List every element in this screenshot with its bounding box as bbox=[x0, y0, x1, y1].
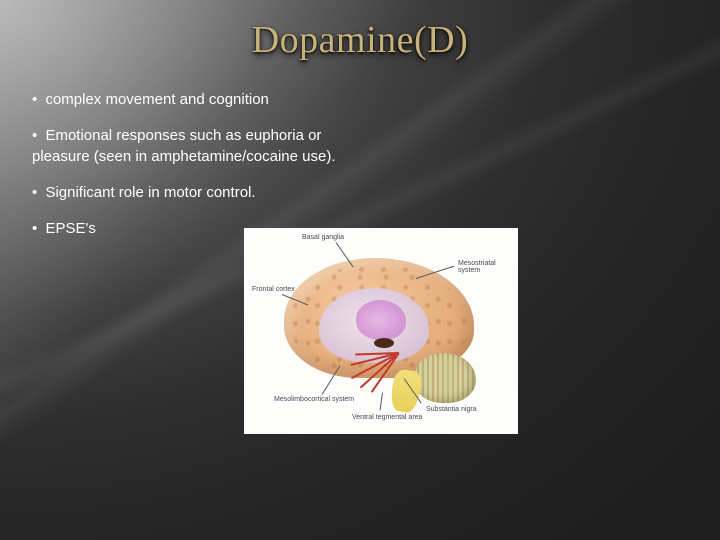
bullet-dot-icon: • bbox=[32, 126, 37, 146]
bullet-item: • Emotional responses such as euphoria o… bbox=[32, 126, 342, 167]
cerebellum-shape bbox=[414, 353, 476, 403]
dopamine-tracts bbox=[339, 313, 399, 358]
bullet-dot-icon: • bbox=[32, 90, 37, 110]
slide: Dopamine(D) • complex movement and cogni… bbox=[0, 0, 720, 540]
bullet-text: complex movement and cognition bbox=[45, 91, 268, 108]
bullet-text: Emotional responses such as euphoria or … bbox=[32, 127, 336, 164]
diagram-label: Frontal cortex bbox=[252, 286, 295, 293]
bullet-dot-icon: • bbox=[32, 183, 37, 203]
bullet-dot-icon: • bbox=[32, 219, 37, 239]
slide-title: Dopamine(D) bbox=[0, 18, 720, 62]
diagram-label: Mesolimbocortical system bbox=[274, 396, 354, 403]
brain-illustration bbox=[284, 258, 479, 413]
substantia-nigra-shape bbox=[374, 338, 394, 348]
bullet-item: • complex movement and cognition bbox=[32, 90, 342, 110]
bullet-text: Significant role in motor control. bbox=[45, 184, 255, 201]
diagram-label: Basal ganglia bbox=[302, 234, 344, 241]
diagram-label: Ventral tegmental area bbox=[352, 414, 422, 421]
diagram-label: Substantia nigra bbox=[426, 406, 477, 413]
diagram-label: Mesostriatal system bbox=[458, 260, 518, 274]
brain-diagram: Basal ganglia Mesostriatal system Fronta… bbox=[244, 228, 518, 434]
bullet-item: • Significant role in motor control. bbox=[32, 183, 342, 203]
bullet-text: EPSE's bbox=[45, 220, 95, 237]
